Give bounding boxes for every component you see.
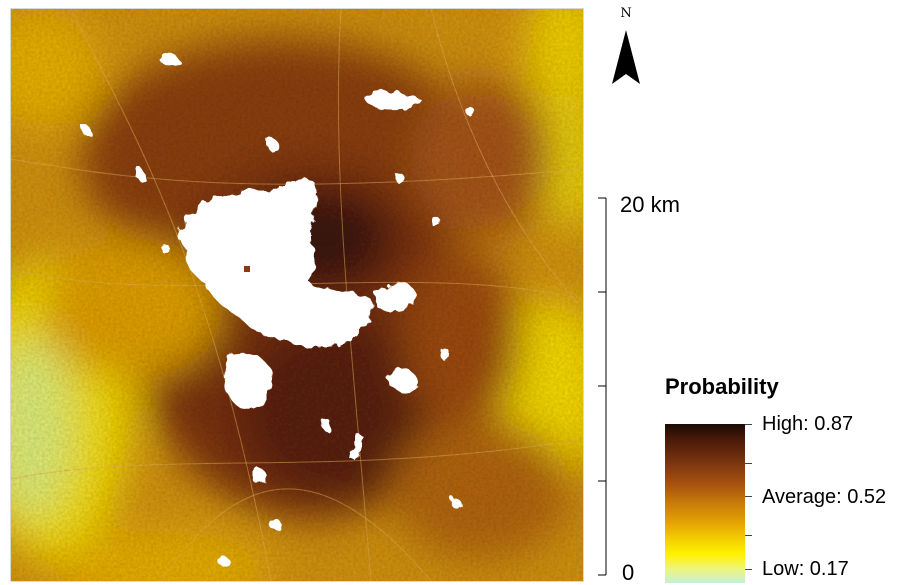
- legend-high-label: High: 0.87: [762, 413, 854, 435]
- legend-tick-average: [745, 496, 752, 497]
- north-arrow: N: [608, 6, 644, 88]
- legend-title: Probability: [665, 374, 779, 399]
- legend-tick: [745, 463, 752, 464]
- north-label: N: [620, 6, 632, 21]
- north-arrow-icon: [612, 30, 640, 84]
- legend-tick-low: [745, 569, 752, 570]
- scale-bar: 20 km 0: [578, 190, 698, 585]
- probability-map: [10, 8, 584, 582]
- scale-top-label: 20 km: [620, 192, 680, 217]
- legend-color-ramp: [665, 424, 745, 583]
- legend-low-label: Low: 0.17: [762, 558, 849, 580]
- legend-average-label: Average: 0.52: [762, 486, 887, 508]
- legend: Probability High: 0.87 Average: 0.52 Low…: [662, 372, 922, 583]
- scale-zero-label: 0: [622, 560, 635, 585]
- legend-tick: [745, 535, 752, 536]
- scale-bar-lines: [598, 197, 607, 576]
- probability-raster: [11, 9, 583, 581]
- legend-tick-high: [745, 424, 752, 425]
